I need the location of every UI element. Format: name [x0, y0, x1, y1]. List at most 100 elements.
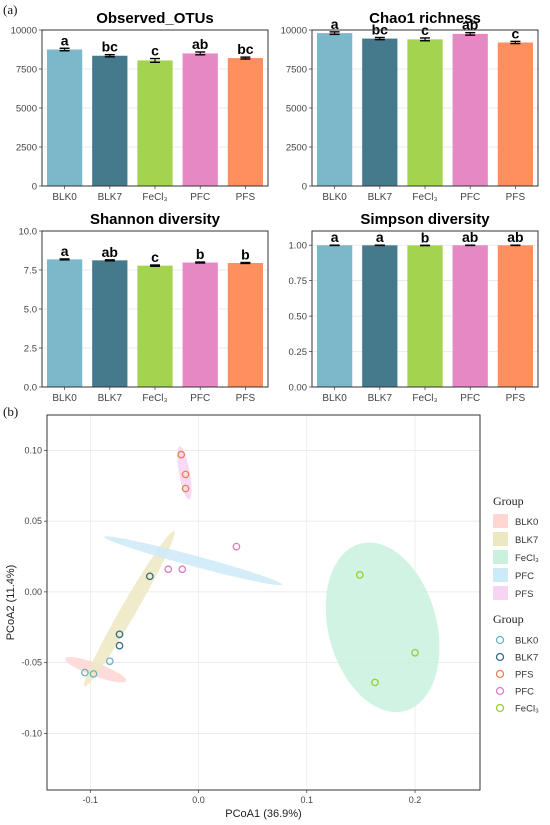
significance-letter: bc: [372, 21, 389, 37]
y-tick-label: 7500: [16, 65, 37, 76]
bar-PFS: [227, 262, 264, 387]
bar-PFS: [497, 245, 534, 387]
x-tick-label: BLK7: [98, 393, 123, 404]
y-tick-label: 7500: [286, 65, 307, 76]
x-tick-label: 0.0: [192, 795, 205, 805]
legend-swatch-BLK0: [493, 514, 508, 528]
legend-label: PFS: [515, 670, 533, 681]
y-tick-label: 0.00: [24, 587, 42, 597]
legend-marker-PFS: [495, 669, 505, 679]
plot-frame: [311, 230, 539, 388]
significance-letter: ab: [462, 229, 478, 245]
point-BLK7: [115, 641, 124, 650]
legend-marker-PFC: [495, 686, 505, 696]
x-tick-label: 0.2: [409, 795, 422, 805]
bar-panel-4: Simpson diversity 0.00 0.25 0.50 0.75 1.00 a BL…: [289, 211, 539, 404]
y-tick-label: 0: [32, 182, 37, 193]
plot-frame: [41, 230, 269, 388]
significance-letter: bc: [237, 41, 254, 57]
plot-frame: [41, 29, 269, 187]
bar-BLK0: [46, 49, 83, 186]
y-tick-label: 5000: [286, 104, 307, 115]
point-BLK0: [81, 668, 89, 677]
x-tick-label: BLK7: [98, 192, 123, 203]
y-tick-label: 7.5: [24, 266, 37, 277]
bar-FeCl₃: [137, 60, 173, 186]
y-tick-label: 0.0: [24, 383, 37, 394]
point-PFS: [181, 484, 190, 493]
legend-swatch-PFS: [493, 586, 508, 600]
x-tick-label: BLK0: [52, 192, 77, 203]
bar-charts: Observed_OTUs025005000750010000aBLK0bcBL…: [11, 10, 539, 404]
legend-label: BLK0: [515, 517, 538, 528]
x-tick-label: FeCl₃: [142, 192, 167, 203]
panel-label-b: (b): [3, 404, 19, 419]
y-tick-label: 10.0: [19, 227, 38, 238]
y-tick-label: -0.05: [21, 658, 42, 668]
chart-title: Observed_OTUs: [96, 10, 214, 27]
significance-letter: c: [151, 249, 159, 265]
y-tick-label: 2500: [286, 143, 307, 154]
significance-letter: c: [151, 43, 159, 59]
y-tick-label: 10000: [11, 26, 37, 37]
legend-title: Group: [493, 494, 524, 508]
x-tick-label: BLK7: [368, 192, 393, 203]
x-tick-label: PFC: [460, 393, 480, 404]
significance-letter: bc: [102, 39, 119, 55]
x-tick-label: BLK0: [322, 393, 347, 404]
legend-label: FeCl₃: [515, 553, 539, 564]
y-axis-title: PCoA2 (11.4%): [5, 565, 17, 641]
bar-PFC: [452, 245, 488, 387]
plot-frame: [311, 29, 539, 187]
legend-swatch-BLK7: [493, 532, 508, 546]
y-tick-label: 0: [302, 182, 307, 193]
significance-letter: a: [61, 243, 69, 259]
ellipse-BLK7: [83, 530, 175, 687]
significance-letter: a: [61, 32, 69, 48]
y-tick-label: 5.0: [24, 305, 37, 316]
legend-swatch-PFC: [493, 568, 508, 582]
y-tick-label: 2.5: [24, 344, 37, 355]
y-tick-label: 1.00: [289, 241, 308, 252]
bar-panel-3: Shannon diversity 0.0 2.5 5.0 7.5 10.0 a BLK0 ab…: [19, 211, 269, 404]
legend-marker-BLK7: [495, 652, 505, 662]
ellipse-PFC: [104, 536, 283, 586]
bar-PFC: [452, 33, 488, 187]
legend-label: PFC: [515, 571, 534, 582]
legend-label: PFC: [515, 687, 534, 698]
x-tick-label: 0.1: [301, 795, 314, 805]
point-PFC: [178, 565, 187, 574]
plot-frame: [46, 414, 481, 791]
chart-title: Simpson diversity: [360, 211, 490, 228]
significance-letter: a: [331, 229, 339, 245]
significance-letter: b: [421, 229, 430, 245]
x-tick-label: PFS: [236, 393, 256, 404]
x-tick-label: BLK7: [368, 393, 393, 404]
x-tick-label: PFC: [460, 192, 480, 203]
bar-BLK0: [316, 33, 353, 187]
point-PFS: [181, 470, 190, 479]
bar-FeCl₃: [407, 39, 443, 186]
x-tick-label: FeCl₃: [142, 393, 167, 404]
x-tick-label: FeCl₃: [412, 192, 437, 203]
bar-BLK0: [46, 259, 83, 387]
point-PFC: [164, 565, 173, 574]
significance-letter: b: [241, 247, 250, 263]
x-tick-label: PFS: [236, 192, 256, 203]
legend-title: Group: [493, 612, 524, 626]
legend-label: PFS: [515, 589, 533, 600]
significance-letter: ab: [102, 244, 118, 260]
bar-PFS: [227, 58, 264, 186]
bar-PFC: [182, 53, 218, 187]
y-tick-label: 10000: [281, 26, 307, 37]
y-tick-label: -0.10: [21, 728, 42, 738]
significance-letter: ab: [507, 229, 523, 245]
x-tick-label: BLK0: [52, 393, 77, 404]
point-FeCl₃: [371, 678, 379, 687]
bar-PFS: [497, 42, 534, 187]
point-PFS: [177, 450, 186, 459]
bar-PFC: [182, 262, 218, 387]
pcoa-chart: -0.1 0.0 0.1 0.2 -0.10 -0.05 0.00 0.05 0.10 PCoA1…: [5, 414, 539, 820]
chart-title: Shannon diversity: [90, 211, 221, 228]
